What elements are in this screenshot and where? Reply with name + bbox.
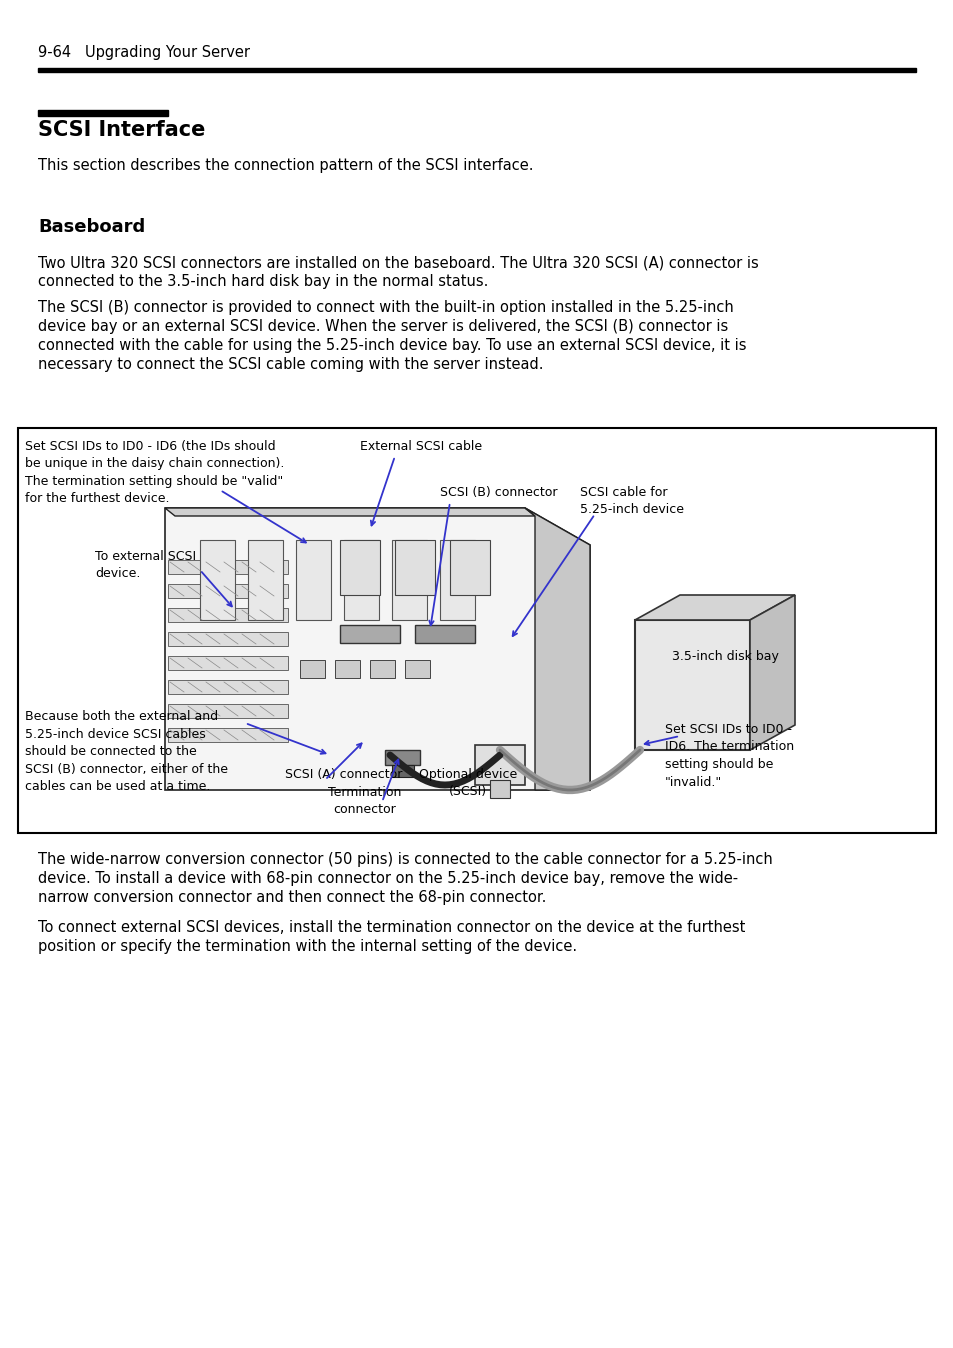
Bar (168, 559, 288, 574)
Bar (299, 661, 325, 678)
Bar (385, 749, 419, 766)
Text: Optional device
(SCSI): Optional device (SCSI) (418, 768, 517, 798)
Bar (344, 541, 378, 620)
Text: This section describes the connection pattern of the SCSI interface.: This section describes the connection pa… (38, 158, 533, 173)
Text: Set SCSI IDs to ID0 -
ID6. The termination
setting should be
"invalid.": Set SCSI IDs to ID0 - ID6. The terminati… (664, 723, 793, 789)
Bar (38, 111, 168, 116)
Bar (168, 656, 288, 670)
Text: The SCSI (B) connector is provided to connect with the built-in option installed: The SCSI (B) connector is provided to co… (38, 301, 733, 315)
Bar (168, 584, 288, 599)
Polygon shape (165, 508, 535, 516)
Bar (248, 541, 283, 620)
Text: To connect external SCSI devices, install the termination connector on the devic: To connect external SCSI devices, instal… (38, 919, 744, 936)
Text: Termination
connector: Termination connector (328, 786, 401, 816)
Bar (490, 780, 510, 798)
Bar (475, 745, 524, 785)
Bar (200, 541, 234, 620)
Bar (168, 704, 288, 718)
Text: 3.5-inch disk bay: 3.5-inch disk bay (671, 650, 778, 663)
Text: necessary to connect the SCSI cable coming with the server instead.: necessary to connect the SCSI cable comi… (38, 357, 543, 372)
Text: device bay or an external SCSI device. When the server is delivered, the SCSI (B: device bay or an external SCSI device. W… (38, 319, 727, 334)
Bar (395, 541, 435, 594)
Text: device. To install a device with 68-pin connector on the 5.25-inch device bay, r: device. To install a device with 68-pin … (38, 871, 738, 886)
Text: connected with the cable for using the 5.25-inch device bay. To use an external : connected with the cable for using the 5… (38, 338, 745, 353)
Polygon shape (524, 508, 589, 790)
Text: SCSI (A) connector: SCSI (A) connector (285, 768, 402, 780)
Text: position or specify the termination with the internal setting of the device.: position or specify the termination with… (38, 940, 577, 954)
Bar (295, 541, 331, 620)
Text: External SCSI cable: External SCSI cable (359, 439, 481, 453)
Text: The wide-narrow conversion connector (50 pins) is connected to the cable connect: The wide-narrow conversion connector (50… (38, 852, 772, 867)
Text: SCSI cable for
5.25-inch device: SCSI cable for 5.25-inch device (579, 487, 683, 516)
Text: connected to the 3.5-inch hard disk bay in the normal status.: connected to the 3.5-inch hard disk bay … (38, 274, 488, 288)
Bar (392, 541, 427, 620)
Text: SCSI Interface: SCSI Interface (38, 120, 205, 140)
Text: narrow conversion connector and then connect the 68-pin connector.: narrow conversion connector and then con… (38, 890, 546, 905)
Bar (392, 766, 414, 776)
Text: 9-64   Upgrading Your Server: 9-64 Upgrading Your Server (38, 44, 250, 61)
Bar (450, 541, 490, 594)
Text: Two Ultra 320 SCSI connectors are installed on the baseboard. The Ultra 320 SCSI: Two Ultra 320 SCSI connectors are instal… (38, 255, 758, 270)
Bar (339, 625, 399, 643)
Text: Baseboard: Baseboard (38, 218, 145, 236)
Bar (370, 661, 395, 678)
Bar (635, 620, 749, 749)
Bar (415, 625, 475, 643)
Polygon shape (165, 508, 589, 790)
Text: SCSI (B) connector: SCSI (B) connector (439, 487, 557, 499)
Bar (339, 541, 379, 594)
Bar (38, 67, 915, 71)
Bar (168, 728, 288, 741)
Bar (439, 541, 475, 620)
Text: Set SCSI IDs to ID0 - ID6 (the IDs should
be unique in the daisy chain connectio: Set SCSI IDs to ID0 - ID6 (the IDs shoul… (25, 439, 284, 506)
Bar (168, 632, 288, 646)
Bar (405, 661, 430, 678)
Bar (335, 661, 359, 678)
Bar (18, 429, 935, 833)
Bar (168, 679, 288, 694)
Polygon shape (635, 594, 794, 620)
Bar (168, 608, 288, 621)
Text: Because both the external and
5.25-inch device SCSI cables
should be connected t: Because both the external and 5.25-inch … (25, 710, 228, 793)
Text: To external SCSI
device.: To external SCSI device. (95, 550, 196, 580)
Polygon shape (749, 594, 794, 749)
